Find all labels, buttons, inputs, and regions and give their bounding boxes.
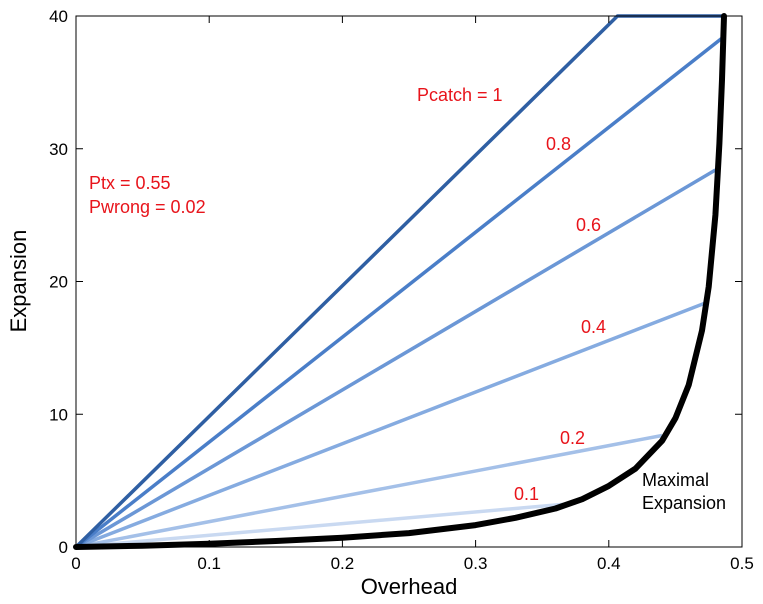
y-tick-label: 20 [49,273,68,292]
y-tick-label: 40 [49,7,68,26]
envelope-layer [73,13,727,550]
x-tick-label: 0.5 [730,554,754,573]
maximal-expansion-curve [73,13,727,550]
ticks-layer: 0 0.1 0.2 0.3 0.4 0.5 0 10 20 30 40 [49,7,754,573]
series-label-pcatch-1: Pcatch = 1 [417,85,503,105]
y-tick-label: 30 [49,140,68,159]
series-label-0-4: 0.4 [581,317,606,337]
pwrong-annotation: Pwrong = 0.02 [89,197,206,217]
series-line-0-6 [75,168,717,549]
x-tick-label: 0.3 [464,554,488,573]
series-label-0-8: 0.8 [546,134,571,154]
series-line-0-4 [75,301,707,549]
series-label-0-6: 0.6 [576,215,601,235]
x-tick-label: 0 [71,554,80,573]
series-label-0-1: 0.1 [514,484,539,504]
y-tick-label: 0 [59,538,68,557]
y-axis-label: Expansion [6,230,31,333]
x-tick-label: 0.1 [197,554,221,573]
ptx-annotation: Ptx = 0.55 [89,173,171,193]
x-tick-label: 0.4 [597,554,621,573]
y-tick-label: 10 [49,405,68,424]
series-label-0-2: 0.2 [560,428,585,448]
maximal-expansion-label-line1: Maximal [642,470,709,490]
series-line-0-2 [75,433,663,549]
maximal-expansion-label-line2: Expansion [642,493,726,513]
series-line-0-1 [75,501,576,549]
x-axis-label: Overhead [361,574,458,599]
x-tick-label: 0.2 [331,554,355,573]
series-line-0-8 [74,37,723,549]
